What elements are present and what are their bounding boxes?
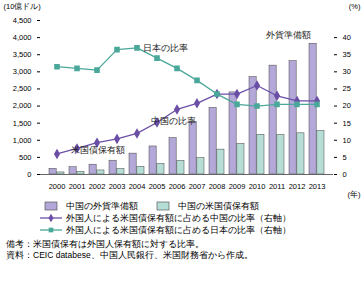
html-text:中国の外貨準備額: 中国の外貨準備額 [66, 201, 138, 211]
svg-text:2009: 2009 [229, 182, 246, 191]
svg-text:0: 0 [27, 170, 31, 179]
svg-text:4,500: 4,500 [13, 16, 32, 25]
svg-text:2004: 2004 [129, 182, 146, 191]
svg-text:2008: 2008 [209, 182, 226, 191]
svg-text:2012: 2012 [289, 182, 306, 191]
svg-text:1,000: 1,000 [13, 136, 32, 145]
html-text:資料：CEIC databese、中国人民銀行、米国財務省か: 資料：CEIC databese、中国人民銀行、米国財務省から作成。 [6, 250, 253, 260]
svg-text:30: 30 [343, 67, 351, 76]
svg-text:1,500: 1,500 [13, 119, 32, 128]
svg-text:2001: 2001 [69, 182, 86, 191]
svg-text:2000: 2000 [49, 182, 66, 191]
svg-text:10: 10 [343, 136, 351, 145]
svg-text:15: 15 [343, 119, 351, 128]
svg-text:3,500: 3,500 [13, 50, 32, 59]
svg-text:外貨準備額: 外貨準備額 [266, 30, 311, 40]
svg-text:2011: 2011 [269, 182, 285, 191]
svg-text:2013: 2013 [309, 182, 326, 191]
svg-text:日本の比率: 日本の比率 [143, 43, 188, 53]
svg-text:3,000: 3,000 [13, 67, 32, 76]
html-text:中国の米国債保有額: 中国の米国債保有額 [178, 201, 259, 211]
svg-text:2002: 2002 [89, 182, 106, 191]
svg-text:中国の比率: 中国の比率 [151, 116, 196, 126]
html-text:備考：米国債保有は外国人保有額に対する比率。: 備考：米国債保有は外国人保有額に対する比率。 [6, 239, 204, 249]
svg-text:2006: 2006 [169, 182, 186, 191]
svg-text:0: 0 [343, 170, 347, 179]
svg-text:25: 25 [343, 84, 351, 93]
svg-text:20: 20 [343, 101, 351, 110]
svg-text:35: 35 [343, 50, 351, 59]
html-text:外国人による米国債保有額に占める日本の比率（右軸）: 外国人による米国債保有額に占める日本の比率（右軸） [66, 225, 291, 235]
svg-text:5: 5 [343, 153, 347, 162]
svg-text:4,000: 4,000 [13, 33, 32, 42]
svg-text:2007: 2007 [189, 182, 206, 191]
svg-text:500: 500 [19, 153, 32, 162]
svg-text:(年): (年) [348, 190, 361, 199]
svg-text:2003: 2003 [109, 182, 126, 191]
svg-text:2,500: 2,500 [13, 84, 32, 93]
svg-text:米国債保有額: 米国債保有額 [71, 145, 125, 155]
html-text:外国人による米国債保有額に占める中国の比率（右軸）: 外国人による米国債保有額に占める中国の比率（右軸） [66, 213, 291, 223]
svg-text:2005: 2005 [149, 182, 166, 191]
svg-text:(%): (%) [349, 2, 361, 11]
svg-text:2010: 2010 [249, 182, 266, 191]
svg-text:40: 40 [343, 33, 351, 42]
svg-text:(10億ドル): (10億ドル) [4, 2, 42, 11]
svg-text:2,000: 2,000 [13, 101, 32, 110]
